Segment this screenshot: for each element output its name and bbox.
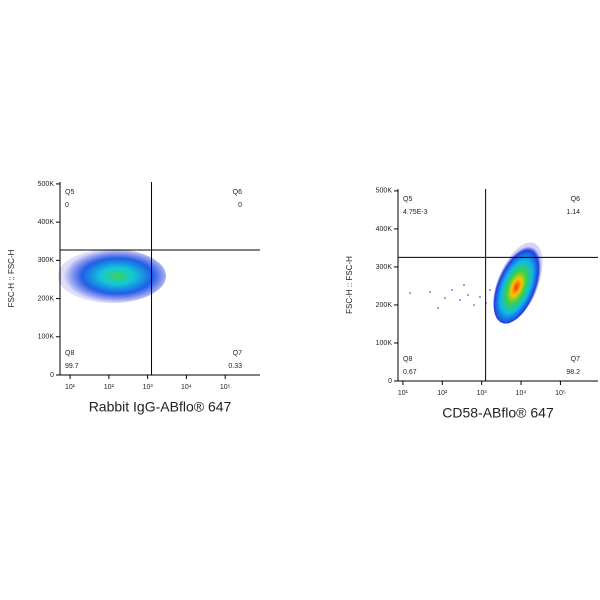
quadrant-name: Q7 bbox=[571, 356, 580, 363]
x-tick-label: 10³ bbox=[143, 384, 154, 391]
sparse-events bbox=[409, 284, 491, 309]
y-tick-label: 0 bbox=[388, 378, 392, 385]
quadrant-percent: 0 bbox=[65, 202, 69, 209]
x-tick-label: 10¹ bbox=[398, 390, 409, 397]
quadrant-percent: 0 bbox=[238, 202, 242, 209]
y-tick-label: 400K bbox=[38, 219, 55, 226]
y-axis-label: FSC-H :: FSC-H bbox=[7, 249, 16, 307]
quadrant-name: Q8 bbox=[65, 350, 74, 357]
y-tick-label: 500K bbox=[376, 188, 393, 195]
quadrant-percent: 0.33 bbox=[228, 363, 242, 370]
quadrant-name: Q7 bbox=[233, 350, 242, 357]
x-tick-label: 10⁴ bbox=[516, 390, 527, 397]
x-axis-label: Rabbit IgG-ABflo® 647 bbox=[89, 399, 232, 415]
quadrant-name: Q8 bbox=[403, 356, 412, 363]
density-cloud bbox=[58, 249, 166, 303]
quadrant-name: Q5 bbox=[65, 189, 74, 196]
y-tick-label: 200K bbox=[38, 295, 55, 302]
x-tick-label: 10³ bbox=[477, 390, 488, 397]
quadrant-name: Q6 bbox=[571, 196, 580, 203]
y-tick-label: 200K bbox=[376, 302, 393, 309]
quadrant-name: Q5 bbox=[403, 196, 412, 203]
quadrant-percent: 98.2 bbox=[566, 369, 580, 376]
y-axis-label: FSC-H :: FSC-H bbox=[345, 256, 354, 314]
x-tick-label: 10⁵ bbox=[220, 384, 231, 391]
quadrant-percent: 1.14 bbox=[566, 209, 580, 216]
quadrant-percent: 0.67 bbox=[403, 369, 417, 376]
x-axis-label: CD58-ABflo® 647 bbox=[442, 405, 554, 421]
quadrant-percent: 99.7 bbox=[65, 363, 79, 370]
x-tick-label: 10² bbox=[104, 384, 115, 391]
y-tick-label: 400K bbox=[376, 226, 393, 233]
y-tick-label: 100K bbox=[38, 334, 55, 341]
quadrant-name: Q6 bbox=[233, 189, 242, 196]
y-tick-label: 0 bbox=[50, 372, 54, 379]
x-tick-label: 10² bbox=[437, 390, 448, 397]
y-tick-label: 300K bbox=[38, 257, 55, 264]
x-tick-label: 10⁵ bbox=[555, 390, 566, 397]
y-tick-label: 300K bbox=[376, 264, 393, 271]
x-tick-label: 10⁴ bbox=[181, 384, 192, 391]
density-cloud bbox=[493, 242, 543, 324]
y-tick-label: 100K bbox=[376, 340, 393, 347]
y-tick-label: 500K bbox=[38, 181, 55, 188]
x-tick-label: 10¹ bbox=[65, 384, 76, 391]
quadrant-percent: 4.75E-3 bbox=[403, 209, 428, 216]
